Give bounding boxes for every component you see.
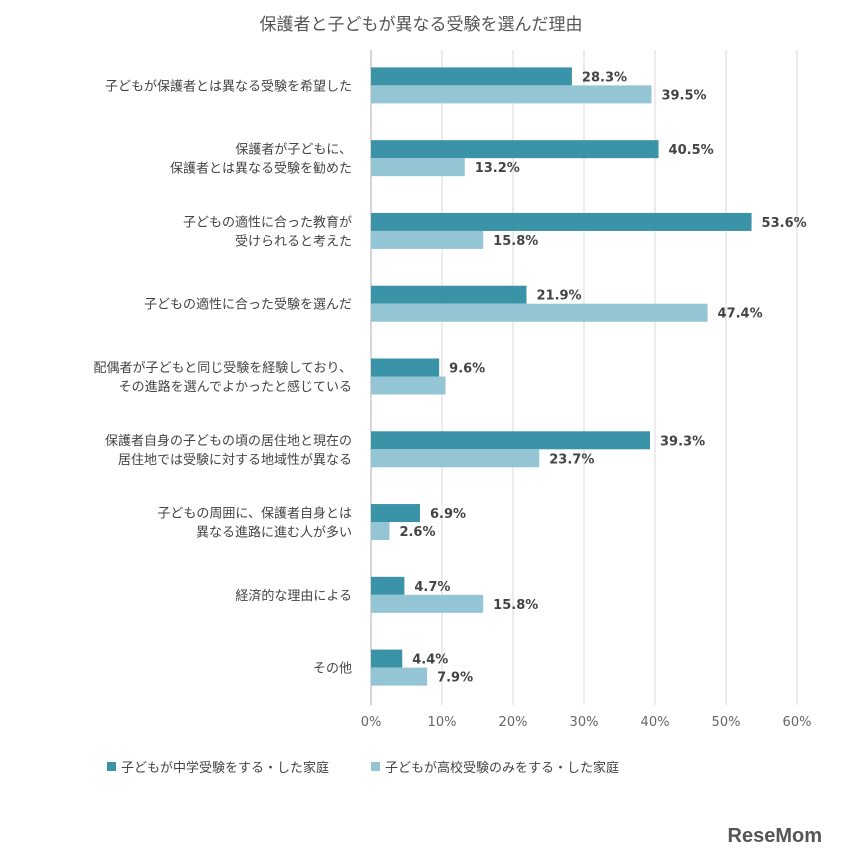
data-label: 39.5% — [661, 88, 706, 103]
data-label: 15.8% — [493, 234, 538, 249]
x-tick-label: 40% — [641, 715, 670, 730]
bar — [371, 431, 651, 450]
data-label: 39.3% — [660, 434, 705, 449]
x-tick-label: 50% — [712, 715, 741, 730]
legend-item-high: 子どもが高校受験のみをする・した家庭 — [371, 757, 619, 776]
data-label: 7.9% — [437, 671, 473, 686]
legend-swatch — [107, 762, 116, 771]
bar — [371, 594, 484, 613]
legend-swatch — [371, 762, 381, 771]
bar — [371, 303, 708, 322]
category-label: その他 — [313, 662, 352, 677]
category-label: 保護者が子どもに、 — [235, 142, 352, 158]
chart-title: 保護者と子どもが異なる受験を選んだ理由 — [259, 15, 583, 35]
category-label: 保護者自身の子どもの頃の居住地と現在の — [105, 433, 352, 449]
bar — [371, 649, 403, 668]
x-tick-label: 60% — [783, 715, 812, 730]
x-tick-label: 10% — [428, 715, 457, 730]
x-tick-label: 30% — [570, 715, 599, 730]
bar — [371, 376, 446, 395]
bar — [371, 140, 659, 159]
category-label: 居住地では受験に対する地域性が異なる — [118, 453, 352, 468]
data-label: 23.7% — [549, 452, 594, 467]
bar — [371, 576, 405, 595]
data-label: 2.6% — [399, 525, 435, 540]
data-label: 40.5% — [669, 143, 714, 158]
category-label: 子どもの適性に合った受験を選んだ — [144, 297, 352, 313]
bar — [371, 522, 390, 541]
bar — [371, 230, 484, 249]
legend: 子どもが中学受験をする・した家庭 子どもが高校受験のみをする・した家庭 — [107, 757, 619, 776]
plot-area: 0% 10% 20% 30% 40% 50% 60% 子どもが保護者とは異なる受験を希望した 2… — [94, 50, 812, 730]
data-label: 47.4% — [718, 307, 763, 322]
category-label: 受けられると考えた — [235, 234, 352, 249]
category-label: その進路を選んでよかったと感じている — [119, 379, 352, 395]
data-label: 53.6% — [762, 216, 807, 231]
legend-label: 子どもが中学受験をする・した家庭 — [121, 761, 330, 776]
bar — [371, 667, 428, 686]
bar — [371, 285, 527, 304]
x-tick-label: 20% — [499, 715, 528, 730]
data-label: 6.9% — [430, 507, 466, 522]
category-label: 子どもの周囲に、保護者自身とは — [157, 506, 352, 522]
bar — [371, 358, 440, 377]
data-label: 9.6% — [449, 362, 485, 377]
data-label: 15.8% — [493, 598, 538, 613]
data-label: 13.2% — [475, 161, 520, 176]
category-label: 子どもの適性に合った教育が — [183, 214, 352, 230]
data-label: 4.4% — [412, 653, 448, 668]
category-label: 異なる進路に進む人が多い — [196, 525, 352, 541]
bar — [371, 85, 652, 104]
bar — [371, 158, 465, 177]
legend-item-junior: 子どもが中学受験をする・した家庭 — [107, 757, 329, 776]
bar — [371, 449, 540, 468]
bar — [371, 504, 420, 523]
bar — [371, 67, 572, 86]
data-label: 4.7% — [414, 580, 450, 595]
data-label: 21.9% — [536, 289, 581, 304]
data-label: 28.3% — [582, 70, 627, 85]
legend-label: 子どもが高校受験のみをする・した家庭 — [385, 761, 620, 776]
category-label: 子どもが保護者とは異なる受験を希望した — [105, 78, 352, 94]
category-label: 配偶者が子どもと同じ受験を経験しており、 — [94, 361, 352, 376]
x-tick-label: 0% — [361, 715, 382, 730]
bar — [371, 212, 752, 231]
resemom-logo: ReseMom — [727, 825, 822, 847]
category-label: 保護者とは異なる受験を勧めた — [170, 161, 352, 177]
category-label: 経済的な理由による — [235, 588, 352, 604]
